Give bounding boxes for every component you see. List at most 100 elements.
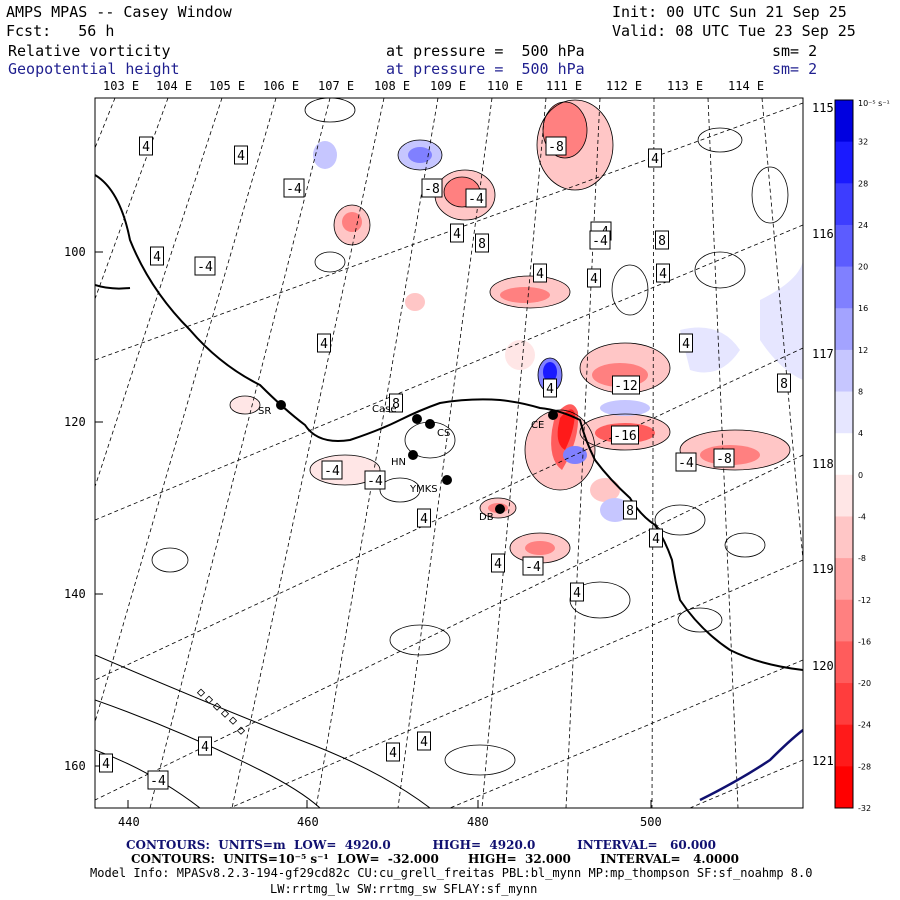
contour-label: 8 — [655, 230, 669, 250]
contour-label: -4 — [675, 452, 697, 472]
field1-sm: sm= 2 — [772, 42, 818, 60]
colorbar-label: -8 — [858, 554, 866, 563]
svg-text:4: 4 — [652, 532, 660, 547]
svg-text:8: 8 — [658, 234, 666, 249]
colorbar-label: -24 — [858, 721, 871, 730]
x-tick-label: 500 — [640, 815, 662, 829]
station-sr: SR — [258, 400, 286, 417]
vorticity-fill-layer — [230, 100, 803, 563]
y-tick-label: 100 — [64, 245, 86, 259]
colorbar-swatch — [835, 141, 853, 184]
islands — [196, 688, 246, 735]
station-layer: SR Case CS HN YMKS DB CE — [258, 400, 558, 523]
colorbar-swatch — [835, 349, 853, 393]
coastline — [95, 174, 803, 671]
contour-label: -4 — [194, 256, 216, 276]
svg-text:4: 4 — [420, 735, 428, 750]
contour-label: -4 — [147, 770, 169, 790]
field2-sm: sm= 2 — [772, 60, 818, 78]
svg-text:-4: -4 — [468, 192, 484, 207]
top-lon-label: 103 E — [103, 79, 139, 93]
svg-text:-8: -8 — [548, 140, 564, 155]
contour-label: -8 — [713, 448, 735, 468]
contour-label: -8 — [545, 136, 567, 156]
colorbar-swatch — [835, 391, 853, 434]
field2-level: at pressure = 500 hPa — [386, 60, 585, 78]
svg-text:4: 4 — [201, 740, 209, 755]
contour-label: -4 — [283, 178, 305, 198]
station-label: YMKS — [409, 484, 438, 495]
field1-level: at pressure = 500 hPa — [386, 42, 585, 60]
svg-text:-4: -4 — [592, 234, 608, 249]
top-lon-label: 108 E — [374, 79, 410, 93]
svg-text:4: 4 — [573, 586, 581, 601]
top-lon-label: 111 E — [546, 79, 582, 93]
y-tick-label: 160 — [64, 759, 86, 773]
svg-text:-4: -4 — [197, 260, 213, 275]
station-label: DB — [479, 512, 494, 523]
colorbar-label: 12 — [858, 346, 868, 355]
colorbar-label: -16 — [858, 637, 871, 646]
station-marker — [408, 450, 418, 460]
svg-text:4: 4 — [142, 140, 150, 155]
colorbar-frame — [834, 99, 854, 809]
y-tick-label: 120 — [64, 415, 86, 429]
x-tick-label: 460 — [297, 815, 319, 829]
model-title: AMPS MPAS -- Casey Window — [6, 3, 232, 21]
height-contours — [95, 654, 431, 808]
station-ymks: YMKS — [409, 475, 452, 495]
colorbar-swatch — [835, 641, 853, 684]
top-lon-label: 105 E — [209, 79, 245, 93]
valid-time: Valid: 08 UTC Tue 23 Sep 25 — [612, 22, 856, 40]
contour-label: -4 — [364, 470, 386, 490]
contour-label: 8 — [389, 393, 403, 413]
meridian-grid — [95, 98, 803, 808]
colorbar-swatch — [835, 766, 853, 809]
colorbar-swatch — [835, 183, 853, 226]
contour-label: 8 — [475, 233, 489, 253]
colorbar-label: -4 — [858, 512, 866, 521]
top-lon-label: 107 E — [318, 79, 354, 93]
colorbar-label: -28 — [858, 762, 871, 771]
plot-frame — [94, 97, 804, 809]
station-case: Case — [372, 404, 422, 424]
field2-name: Geopotential height — [8, 60, 180, 78]
colorbar-label: 4 — [858, 429, 863, 438]
contour-label: 4 — [234, 145, 248, 165]
station-label: CS — [437, 428, 450, 439]
svg-text:4: 4 — [237, 149, 245, 164]
svg-text:4: 4 — [453, 227, 461, 242]
svg-text:4: 4 — [546, 382, 554, 397]
top-lon-label: 112 E — [606, 79, 642, 93]
contour-label: -8 — [421, 178, 443, 198]
svg-text:-8: -8 — [716, 452, 732, 467]
colorbar-swatch — [835, 599, 853, 642]
top-lon-label: 106 E — [263, 79, 299, 93]
colorbar-label: 0 — [858, 471, 863, 480]
svg-text:4: 4 — [420, 512, 428, 527]
svg-text:4: 4 — [153, 250, 161, 265]
colorbar-label: -12 — [858, 596, 871, 605]
colorbar-label: -20 — [858, 679, 871, 688]
axis-tick-labels: 440 460 480 500 100 120 140 160 — [64, 245, 662, 829]
svg-text:-4: -4 — [525, 560, 541, 575]
svg-text:-4: -4 — [678, 456, 694, 471]
contour-label: 4 — [679, 333, 693, 353]
svg-text:4: 4 — [682, 337, 690, 352]
footer-physics-info: LW:rrtmg_lw SW:rrtmg_sw SFLAY:sf_mynn — [270, 882, 538, 896]
sea-ice-edge — [699, 729, 803, 802]
contour-label: -16 — [611, 425, 639, 445]
contour-label: -4 — [589, 230, 611, 250]
footer-model-info: Model Info: MPASv8.2.3-194-gf29cd82c CU:… — [90, 866, 813, 880]
x-tick-label: 480 — [467, 815, 489, 829]
svg-text:8: 8 — [626, 504, 634, 519]
contour-label: 8 — [623, 500, 637, 520]
top-lon-label: 109 E — [430, 79, 466, 93]
contour-label: 4 — [417, 731, 431, 751]
station-marker — [442, 475, 452, 485]
top-lon-label: 113 E — [667, 79, 703, 93]
contour-label: 4 — [417, 508, 431, 528]
station-marker — [412, 414, 422, 424]
colorbar-swatch — [835, 100, 853, 143]
